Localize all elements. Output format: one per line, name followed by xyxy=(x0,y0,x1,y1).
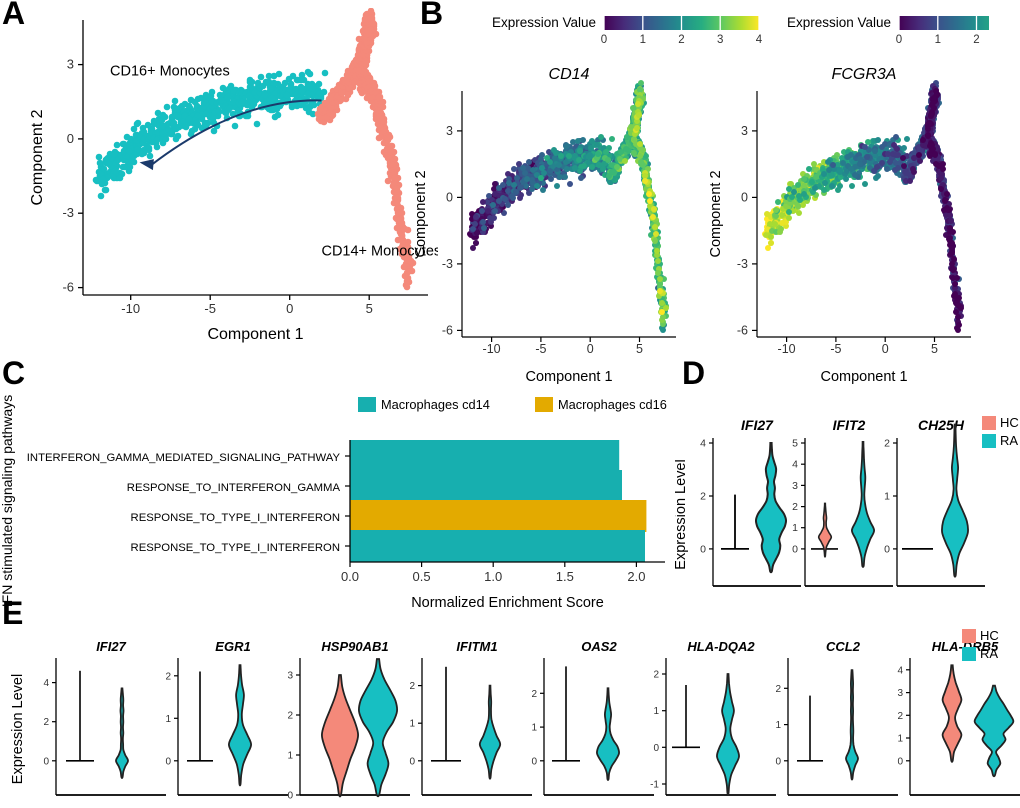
svg-text:Macrophages cd14: Macrophages cd14 xyxy=(381,397,490,412)
svg-text:-3: -3 xyxy=(62,205,74,220)
svg-text:-10: -10 xyxy=(483,342,501,356)
svg-text:IFI27: IFI27 xyxy=(741,417,774,433)
svg-text:1: 1 xyxy=(409,719,415,730)
svg-text:IFI27: IFI27 xyxy=(96,639,126,654)
svg-text:5: 5 xyxy=(366,301,373,316)
svg-text:IFITM1: IFITM1 xyxy=(456,639,497,654)
svg-text:0: 0 xyxy=(286,301,293,316)
svg-text:0: 0 xyxy=(409,756,415,767)
svg-text:Component 2: Component 2 xyxy=(29,109,46,205)
svg-text:2: 2 xyxy=(700,491,706,503)
svg-text:4: 4 xyxy=(700,438,706,450)
svg-text:0: 0 xyxy=(67,131,74,146)
svg-text:0: 0 xyxy=(792,543,798,555)
svg-text:-6: -6 xyxy=(442,323,453,337)
svg-text:3: 3 xyxy=(446,124,453,138)
svg-text:1: 1 xyxy=(640,34,646,46)
svg-text:3: 3 xyxy=(741,124,748,138)
svg-text:4: 4 xyxy=(43,678,49,689)
svg-text:2: 2 xyxy=(678,34,684,46)
svg-text:0: 0 xyxy=(165,756,171,767)
svg-text:INTERFERON_GAMMA_MEDIATED_SIGN: INTERFERON_GAMMA_MEDIATED_SIGNALING_PATH… xyxy=(27,452,341,464)
svg-text:0: 0 xyxy=(446,190,453,204)
svg-text:1: 1 xyxy=(935,34,941,46)
svg-text:2: 2 xyxy=(43,717,49,728)
svg-text:Expression Value: Expression Value xyxy=(492,15,596,30)
svg-text:2: 2 xyxy=(287,711,293,722)
svg-text:3: 3 xyxy=(287,671,293,682)
svg-text:-5: -5 xyxy=(204,301,216,316)
svg-text:2: 2 xyxy=(973,34,979,46)
svg-text:0: 0 xyxy=(896,34,902,46)
svg-text:EGR1: EGR1 xyxy=(215,639,250,654)
svg-text:-6: -6 xyxy=(62,280,74,295)
svg-text:Expression Value: Expression Value xyxy=(787,15,891,30)
svg-text:-10: -10 xyxy=(121,301,140,316)
svg-text:0: 0 xyxy=(587,342,594,356)
svg-text:-3: -3 xyxy=(442,257,453,271)
svg-text:RESPONSE_TO_INTERFERON_GAMMA: RESPONSE_TO_INTERFERON_GAMMA xyxy=(127,482,341,494)
svg-text:0.0: 0.0 xyxy=(341,569,359,584)
svg-text:Component 1: Component 1 xyxy=(525,369,612,385)
svg-text:0: 0 xyxy=(700,543,706,555)
svg-text:5: 5 xyxy=(636,342,643,356)
svg-text:HSP90AB1: HSP90AB1 xyxy=(321,639,388,654)
svg-text:RESPONSE_TO_TYPE_I_INTERFERON: RESPONSE_TO_TYPE_I_INTERFERON xyxy=(131,512,340,524)
svg-text:5: 5 xyxy=(792,438,798,450)
svg-text:1: 1 xyxy=(165,714,171,725)
svg-text:1.0: 1.0 xyxy=(484,569,502,584)
svg-text:0: 0 xyxy=(884,543,890,555)
svg-text:0: 0 xyxy=(601,34,607,46)
svg-text:1: 1 xyxy=(884,491,890,503)
svg-text:-6: -6 xyxy=(737,323,748,337)
svg-text:0: 0 xyxy=(287,791,293,802)
svg-text:IFIT2: IFIT2 xyxy=(833,417,866,433)
svg-text:-5: -5 xyxy=(830,342,841,356)
svg-text:RESPONSE_TO_TYPE_I_INTERFERON: RESPONSE_TO_TYPE_I_INTERFERON xyxy=(131,542,340,554)
svg-text:Component 1: Component 1 xyxy=(207,326,303,343)
svg-text:5: 5 xyxy=(931,342,938,356)
svg-text:3: 3 xyxy=(717,34,723,46)
svg-text:CH25H: CH25H xyxy=(918,417,965,433)
svg-text:HC: HC xyxy=(1000,415,1019,430)
svg-text:4: 4 xyxy=(792,459,798,471)
svg-text:1.5: 1.5 xyxy=(556,569,574,584)
svg-text:4: 4 xyxy=(756,34,763,46)
svg-text:0.5: 0.5 xyxy=(413,569,431,584)
svg-text:3: 3 xyxy=(67,57,74,72)
svg-text:0: 0 xyxy=(882,342,889,356)
svg-text:1: 1 xyxy=(287,751,293,762)
svg-text:Macrophages cd16: Macrophages cd16 xyxy=(558,397,667,412)
svg-text:2: 2 xyxy=(884,438,890,450)
svg-text:2.0: 2.0 xyxy=(627,569,645,584)
svg-text:-10: -10 xyxy=(778,342,796,356)
svg-text:Expression Level: Expression Level xyxy=(675,459,689,569)
svg-text:-3: -3 xyxy=(737,257,748,271)
svg-text:1: 1 xyxy=(792,522,798,534)
svg-text:0: 0 xyxy=(741,190,748,204)
svg-text:3: 3 xyxy=(792,480,798,492)
svg-text:Component 2: Component 2 xyxy=(708,170,724,257)
svg-text:IFN stimulated signaling pathw: IFN stimulated signaling pathways xyxy=(0,395,15,607)
svg-text:CD14: CD14 xyxy=(549,66,590,83)
svg-text:CD16+ Monocytes: CD16+ Monocytes xyxy=(110,64,230,80)
svg-text:-5: -5 xyxy=(535,342,546,356)
svg-text:Component 2: Component 2 xyxy=(413,170,429,257)
svg-text:2: 2 xyxy=(792,501,798,513)
svg-text:RA: RA xyxy=(1000,433,1018,448)
svg-text:Normalized Enrichment Score: Normalized Enrichment Score xyxy=(411,595,604,610)
svg-text:2: 2 xyxy=(165,671,171,682)
svg-text:0: 0 xyxy=(43,756,49,767)
svg-text:FCGR3A: FCGR3A xyxy=(832,66,897,83)
svg-text:2: 2 xyxy=(409,681,415,692)
